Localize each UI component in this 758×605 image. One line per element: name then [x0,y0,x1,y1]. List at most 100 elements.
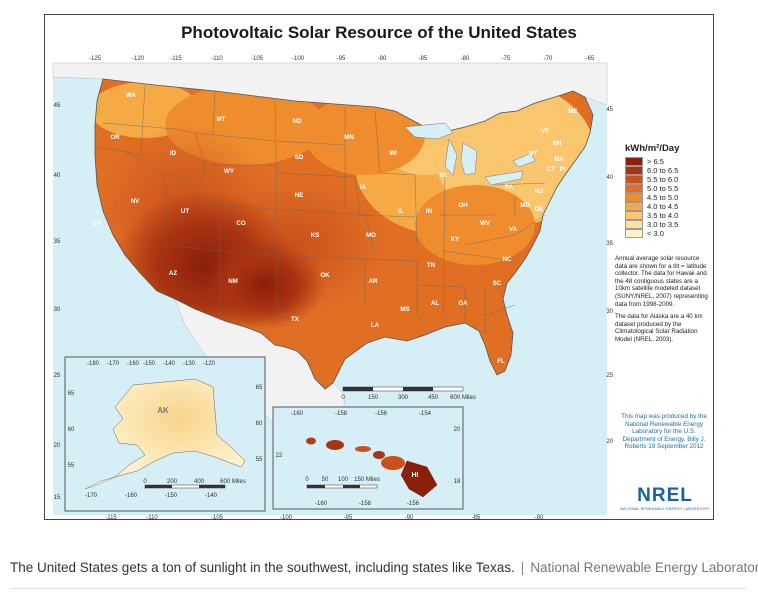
legend-label: 3.5 to 4.0 [647,211,679,220]
state-label-ky: KY [451,236,460,243]
lon-tick-bottom: -100 [280,515,293,521]
legend-swatch [625,211,643,220]
map-canvas: -125 -120 -115 -110 -105 -100 -95 -90 -85 -80 -75 -… [52,56,614,521]
state-label-wy: WY [224,168,235,175]
hi-lon-tick-bottom: -158 [359,501,372,507]
ak-lon-tick-bottom: -160 [125,493,138,499]
lon-tick-top: -90 [378,56,387,62]
state-label-co: CO [236,220,245,227]
state-label-mn: MN [344,134,354,141]
legend-label: < 3.0 [647,229,664,238]
lat-tick-left: 30 [54,307,61,313]
conus-outline [94,78,594,390]
legend-item: 5.5 to 6.0 [625,175,711,184]
lat-tick-right: 35 [606,241,613,247]
ak-lon-tick-top: -170 [107,361,120,367]
state-label-pa: PA [505,184,514,191]
caption-rule [10,588,746,589]
state-label-ar: AR [369,278,378,285]
nrel-logo: NREL NATIONAL RENEWABLE ENERGY LABORATOR… [619,485,711,511]
map-title: Photovoltaic Solar Resource of the Unite… [181,23,577,42]
nrel-logo-text: NREL [637,485,693,506]
state-label-ut: UT [181,208,189,215]
ak-lon-tick-top: -120 [203,361,216,367]
state-label-ga: GA [458,300,468,307]
state-label-il: IL [398,208,404,215]
legend-swatch [625,175,643,184]
hawaii-inset [272,406,464,510]
legend-item: > 6.5 [625,157,711,166]
hi-lat-tick-right: 20 [454,427,461,433]
state-boundaries [96,84,546,333]
state-label-nd: ND [293,118,302,125]
caption-separator: | [520,560,525,575]
legend: kWh/m²/Day > 6.5 6.0 to 6.5 5.5 to 6.0 5.0 … [625,143,711,238]
scale-label: 450 [428,395,439,401]
legend-swatch [625,166,643,175]
ak-state-label: AK [157,406,169,415]
state-label-nm: NM [228,278,238,285]
great-lakes [404,122,536,186]
lat-tick-left: 35 [54,239,61,245]
photo-caption: The United States gets a ton of sunlight… [10,560,758,575]
scale-label: 600 Miles [450,395,476,401]
lat-tick-right: 25 [606,373,613,379]
lon-tick-bottom: -80 [535,515,544,521]
state-label-ma: MA [554,156,564,163]
ak-lon-tick-bottom: -140 [205,493,218,499]
lon-tick-top: -115 [170,56,182,62]
state-label-wi: WI [389,150,397,157]
lon-tick-top: -80 [461,56,470,62]
legend-swatch [625,202,643,211]
ak-lat-tick-left: 65 [68,391,75,397]
lat-tick-left: 25 [54,373,61,379]
lon-tick-top: -75 [502,56,511,62]
data-note-1: Annual average solar resource data are s… [615,255,708,308]
state-label-ok: OK [320,272,330,279]
lon-tick-bottom: -85 [472,515,481,521]
state-label-me: ME [568,108,577,115]
ak-lat-tick-right: 55 [256,457,263,463]
lon-tick-bottom: -95 [344,515,353,521]
state-label-ne: NE [295,192,304,199]
state-label-nj: NJ [535,188,543,195]
hi-scale-label: 50 [322,477,329,483]
legend-title: kWh/m²/Day [625,143,680,154]
lon-tick-top: -125 [89,56,102,62]
hi-lat-tick-left: 22 [276,453,283,459]
scale-label: 300 [398,395,409,401]
lon-tick-top: -120 [132,56,145,62]
ak-lon-tick-bottom: -170 [85,493,98,499]
state-label-oh: OH [458,202,468,209]
caption-credit: National Renewable Energy Laboratory [530,560,758,575]
hi-scale-bar [306,484,378,489]
ak-lon-tick-top: -130 [183,361,196,367]
ak-lon-tick-bottom: -150 [165,493,178,499]
lat-tick-left: 45 [54,103,61,109]
lon-tick-bottom: -90 [405,515,414,521]
hi-lon-tick-bottom: -156 [407,501,420,507]
ak-lon-tick-top: -150 [143,361,156,367]
legend-label: > 6.5 [647,157,664,166]
state-label-in: IN [426,208,433,215]
ak-scale-label: 400 [194,479,205,485]
legend-label: 4.5 to 5.0 [647,193,679,202]
lat-tick-right: 20 [606,439,613,445]
state-label-mt: MT [217,116,226,123]
state-label-nc: NC [503,256,512,263]
state-label-ms: MS [400,306,409,313]
state-label-ri: RI [560,166,566,173]
ak-lat-tick-right: 60 [256,421,263,427]
ak-lat-tick-left: 60 [68,427,75,433]
legend-item: < 3.0 [625,229,711,238]
lon-tick-top: -95 [337,56,346,62]
nrel-logo-subtitle: NATIONAL RENEWABLE ENERGY LABORATORY [620,507,710,511]
state-label-mo: MO [366,232,376,239]
state-label-al: AL [431,300,439,307]
conus-scale-bar [342,386,464,392]
state-label-ny: NY [529,150,538,157]
lat-tick-left: 40 [54,173,61,179]
lon-tick-top: -85 [419,56,428,62]
state-label-ca: CA [93,220,102,227]
ak-scale-label: 0 [143,479,147,485]
